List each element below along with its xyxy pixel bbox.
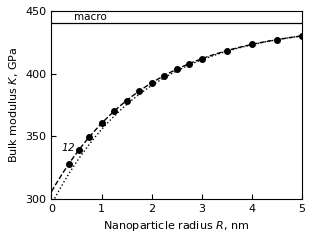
- Text: macro: macro: [74, 12, 107, 22]
- Text: 1: 1: [61, 143, 68, 153]
- Text: 2: 2: [67, 143, 74, 153]
- X-axis label: Nanoparticle radius $R$, nm: Nanoparticle radius $R$, nm: [103, 219, 250, 233]
- Y-axis label: Bulk modulus $K$, GPa: Bulk modulus $K$, GPa: [7, 47, 20, 163]
